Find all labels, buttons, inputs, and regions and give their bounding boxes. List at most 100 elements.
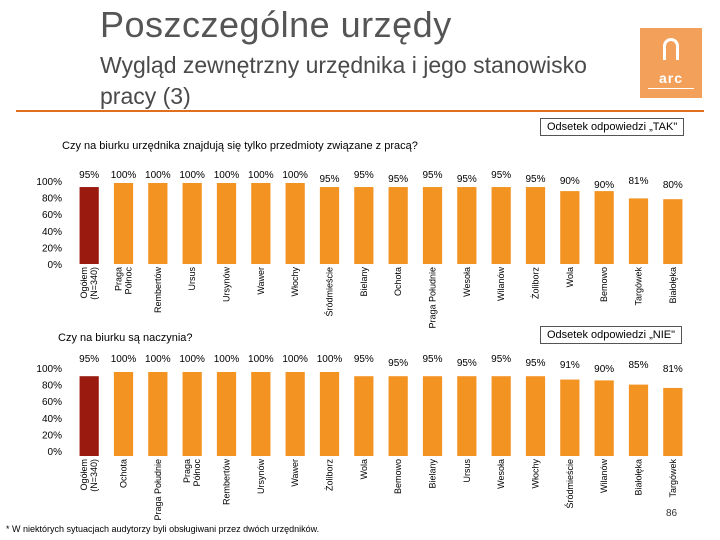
value-label: 95%	[354, 170, 374, 181]
category-label: Wilanów	[496, 267, 506, 302]
value-label: 95%	[422, 170, 442, 181]
value-label: 90%	[594, 180, 614, 191]
y-tick-label: 80%	[42, 194, 62, 205]
category-label: PragaPółnoc	[114, 267, 134, 295]
value-label: 90%	[560, 176, 580, 187]
bar	[251, 372, 271, 456]
value-label: 81%	[663, 364, 683, 375]
bar	[388, 187, 408, 264]
category-label: Śródmieście	[564, 459, 575, 509]
y-tick-label: 20%	[42, 430, 62, 441]
legend-tak: Odsetek odpowiedzi „TAK"	[540, 118, 685, 136]
value-label: 100%	[179, 354, 205, 365]
value-label: 85%	[628, 360, 648, 371]
y-tick-label: 80%	[42, 381, 62, 392]
value-label: 95%	[79, 170, 99, 181]
slide-title: Poszczególne urzędy	[100, 4, 452, 45]
bar	[628, 384, 649, 456]
category-label: Wola	[359, 459, 369, 479]
slide-subtitle: Wygląd zewnętrzny urzędnika i jego stano…	[100, 52, 587, 109]
chart-1-title: Czy na biurku urzędnika znajdują się tyl…	[62, 140, 418, 152]
category-label: Ogółem(N=340)	[79, 459, 99, 492]
bar	[182, 183, 202, 264]
category-label: Wesoła	[496, 459, 506, 489]
value-label: 95%	[388, 358, 408, 369]
logo-mark-icon	[663, 38, 679, 60]
bar	[216, 183, 237, 264]
bar	[422, 187, 443, 264]
category-label: Wesoła	[462, 267, 472, 297]
category-label: Rembertów	[153, 267, 163, 314]
y-tick-label: 0%	[48, 447, 63, 458]
logo-text: arc	[658, 70, 684, 86]
y-tick-label: 100%	[36, 364, 62, 375]
category-label: Praga Południe	[428, 267, 438, 329]
bar	[354, 187, 374, 264]
chart-1: 100% 80% 60% 40% 20% 0% 95% Ogółem(N=340) 100% Pr…	[36, 170, 683, 329]
value-label: 91%	[560, 360, 580, 371]
category-label: Ursynów	[256, 459, 266, 495]
arc-logo: arc	[640, 28, 702, 98]
value-label: 95%	[491, 354, 511, 365]
y-tick-label: 100%	[36, 177, 62, 188]
category-label: Białołęka	[668, 267, 678, 304]
bar	[560, 379, 580, 456]
y-tick-label: 0%	[48, 260, 63, 271]
category-label: Targówek	[634, 267, 644, 306]
category-label: Bielany	[428, 459, 438, 489]
value-label: 95%	[388, 174, 408, 185]
value-label: 100%	[145, 354, 171, 365]
category-label: Targówek	[668, 459, 678, 498]
value-label: 100%	[111, 170, 137, 181]
bar	[457, 376, 477, 456]
category-label: Włochy	[531, 459, 541, 489]
category-label: Bielany	[359, 267, 369, 297]
category-label: Żoliborz	[325, 459, 335, 492]
bar	[285, 372, 305, 456]
value-label: 95%	[525, 358, 545, 369]
value-label: 100%	[179, 170, 205, 181]
bar	[388, 376, 408, 456]
header-divider	[16, 110, 704, 112]
category-label: Wilanów	[599, 459, 609, 494]
chart-2: 100% 80% 60% 40% 20% 0% 95% Ogółem(N=340) 100% Oc…	[36, 354, 683, 521]
value-label: 100%	[248, 170, 274, 181]
bar	[113, 183, 134, 264]
value-label: 100%	[282, 170, 308, 181]
category-label: Śródmieście	[324, 267, 335, 317]
bar	[628, 198, 649, 264]
bar	[79, 187, 99, 264]
bar	[663, 387, 683, 456]
bar	[422, 376, 443, 456]
value-label: 100%	[214, 170, 240, 181]
bar	[319, 187, 340, 264]
bar	[285, 183, 305, 264]
value-label: 95%	[422, 354, 442, 365]
bar	[525, 376, 546, 456]
category-label: Bemowo	[599, 267, 609, 302]
category-label: Wola	[565, 267, 575, 287]
category-label: Praga Południe	[153, 459, 163, 521]
value-label: 100%	[145, 170, 171, 181]
value-label: 95%	[319, 174, 339, 185]
footnote: * W niektórych sytuacjach audytorzy byli…	[6, 524, 320, 534]
y-tick-label: 60%	[42, 397, 62, 408]
bar	[148, 183, 168, 264]
bar	[79, 376, 99, 456]
bar	[216, 372, 237, 456]
value-label: 90%	[594, 364, 614, 375]
category-label: Włochy	[290, 267, 300, 297]
category-label: Ursus	[462, 459, 472, 483]
y-tick-label: 60%	[42, 210, 62, 221]
bar	[525, 187, 546, 264]
value-label: 95%	[79, 354, 99, 365]
category-label: Ochota	[393, 267, 403, 296]
value-label: 100%	[282, 354, 308, 365]
value-label: 100%	[317, 354, 343, 365]
bar	[319, 372, 340, 456]
category-label: Ochota	[119, 459, 129, 488]
category-label: Żoliborz	[531, 267, 541, 300]
y-tick-label: 40%	[42, 227, 62, 238]
bar	[560, 191, 580, 264]
bar	[663, 199, 683, 264]
